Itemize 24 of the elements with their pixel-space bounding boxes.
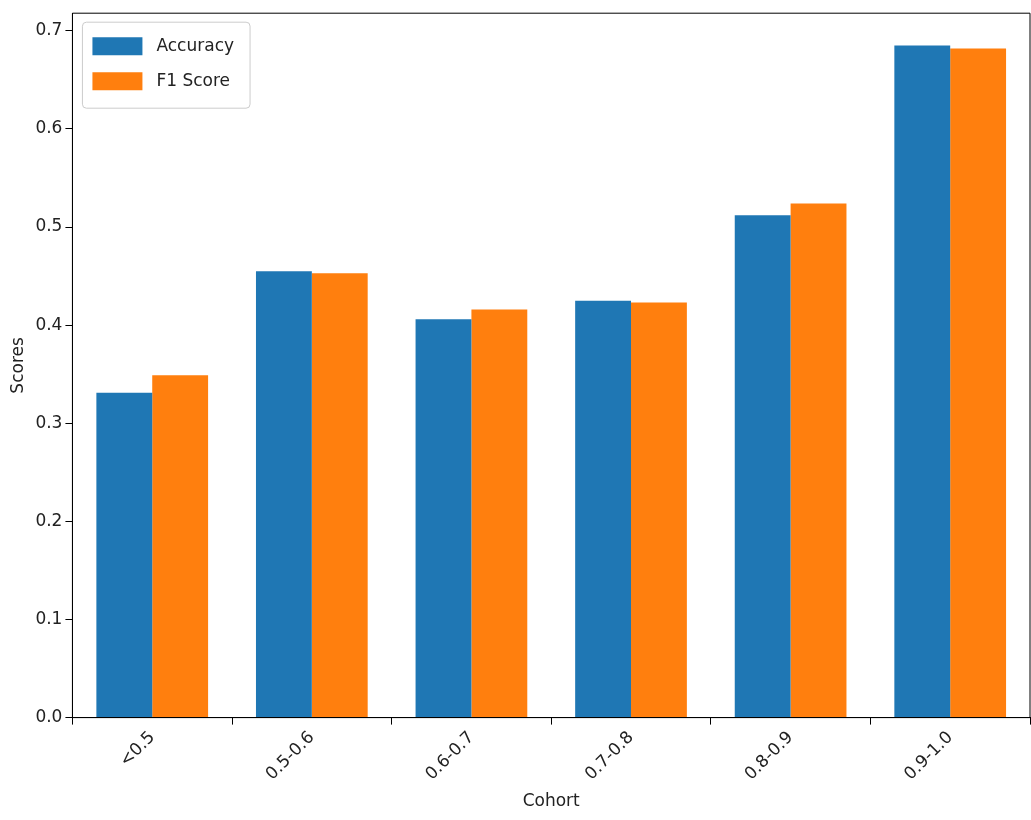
bar — [255, 271, 312, 718]
bar — [790, 203, 847, 718]
bar — [631, 302, 687, 718]
bar — [575, 300, 632, 718]
bar — [950, 48, 1007, 718]
bar — [734, 215, 791, 718]
bar — [471, 309, 528, 718]
y-tick-label: 0.5 — [35, 215, 63, 236]
y-tick-label: 0.4 — [35, 313, 63, 334]
bar — [894, 45, 951, 718]
y-tick-label: 0.0 — [35, 706, 63, 727]
y-tick-label: 0.2 — [35, 509, 63, 530]
x-axis-title: Cohort — [522, 790, 581, 811]
bar — [311, 273, 368, 718]
y-axis-title: Scores — [6, 337, 27, 394]
bar — [152, 375, 209, 718]
y-tick-label: 0.1 — [35, 607, 63, 628]
bar — [96, 392, 153, 718]
y-tick-label: 0.3 — [35, 411, 63, 432]
y-tick-label: 0.7 — [35, 19, 63, 40]
y-tick-label: 0.6 — [35, 117, 63, 138]
legend-label: F1 Score — [156, 69, 231, 90]
bar — [415, 319, 472, 718]
legend-label: Accuracy — [156, 34, 235, 55]
